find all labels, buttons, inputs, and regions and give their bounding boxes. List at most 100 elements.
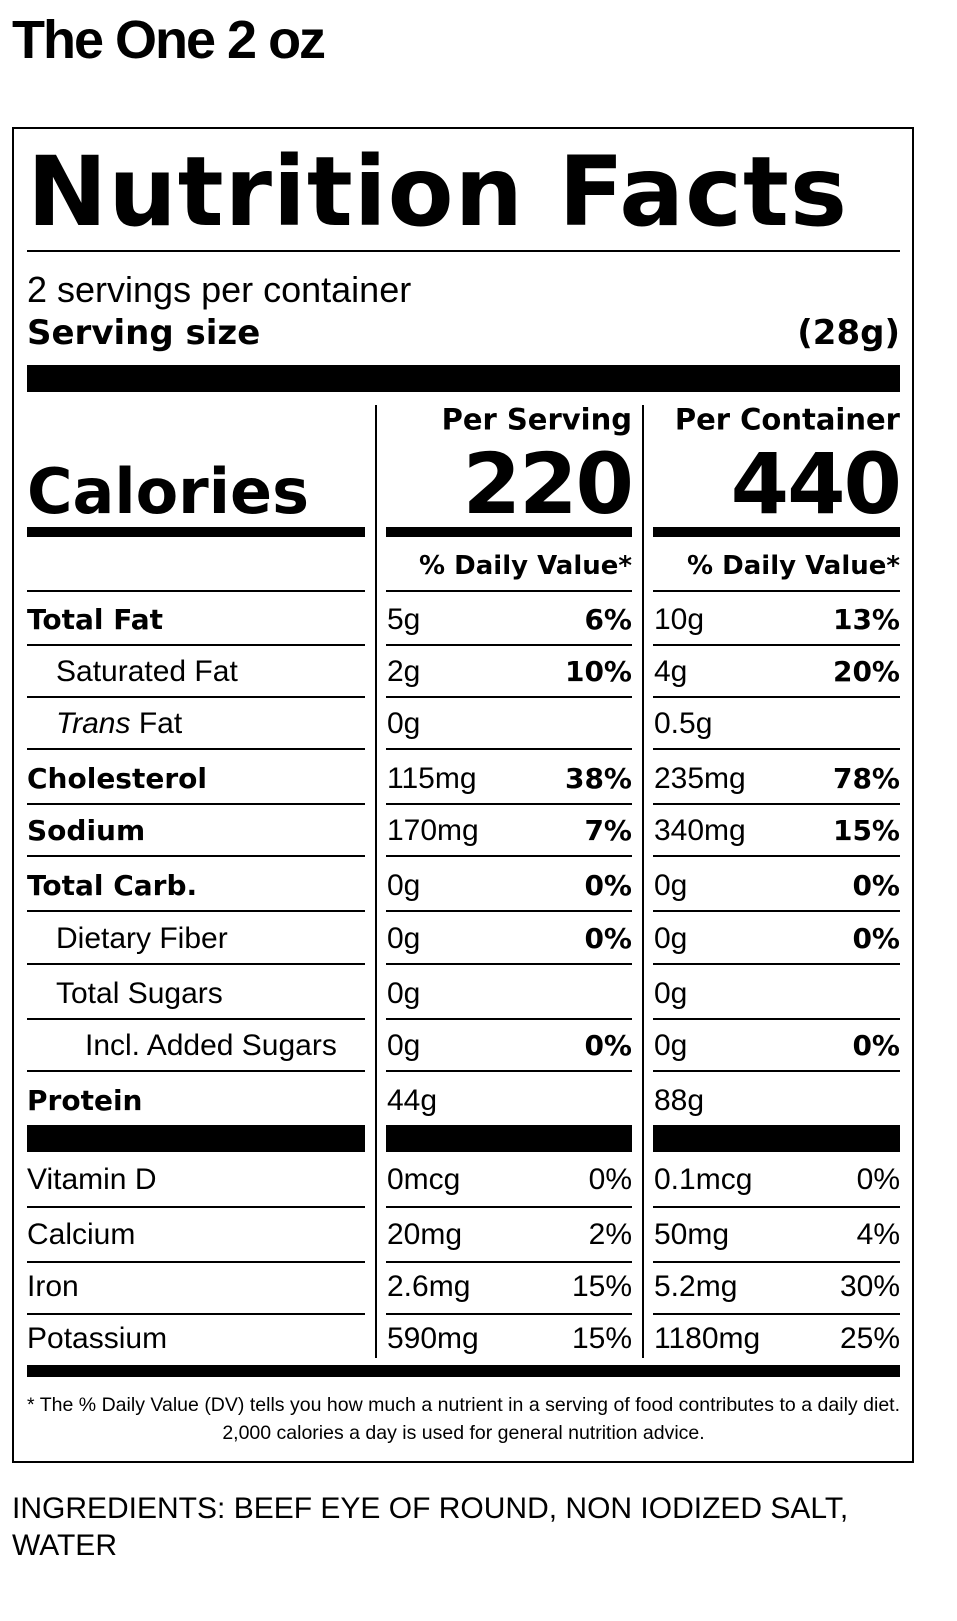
serving-amount: 20mg <box>387 1218 463 1251</box>
serving-amount: 44g <box>387 1084 438 1117</box>
container-amount: 0.5g <box>654 707 713 740</box>
rule <box>653 1070 900 1072</box>
row-name: Trans Fat <box>56 709 182 739</box>
row-name: Dietary Fiber <box>56 922 228 955</box>
container-amount: 0g <box>654 977 688 1010</box>
ingredients: INGREDIENTS: BEEF EYE OF ROUND, NON IODI… <box>12 1492 849 1562</box>
container-dv: 13% <box>832 603 900 636</box>
rule <box>653 803 900 805</box>
rule <box>386 644 632 646</box>
rule <box>27 1313 365 1315</box>
serving-amount: 0g <box>387 707 421 740</box>
container-dv: 25% <box>839 1322 900 1355</box>
dv-header: % Daily Value* <box>687 551 900 581</box>
container-dv: 4% <box>856 1218 900 1251</box>
serving-dv: 0% <box>584 922 632 955</box>
rule <box>653 1261 900 1263</box>
serving-amount: 115mg <box>387 762 477 795</box>
rule <box>27 250 900 252</box>
rule <box>386 910 632 912</box>
rule <box>653 1313 900 1315</box>
serving-dv: 38% <box>564 762 632 795</box>
serving-amount: 0g <box>387 922 421 955</box>
vitamin-name: Iron <box>27 1270 79 1303</box>
container-dv: 0% <box>852 869 900 902</box>
serving-amount: 5g <box>387 603 421 636</box>
calories-label: Calories <box>27 455 309 528</box>
thick-rule <box>386 527 632 537</box>
rule <box>27 1018 365 1020</box>
serving-amount: 0g <box>387 977 421 1010</box>
rule <box>386 1206 632 1208</box>
rule <box>27 855 365 857</box>
container-amount: 4g <box>654 655 688 688</box>
container-amount: 340mg <box>654 814 746 847</box>
row-name: Cholesterol <box>27 762 207 795</box>
rule <box>27 644 365 646</box>
serving-amount: 170mg <box>387 814 479 847</box>
container-amount: 50mg <box>654 1218 730 1251</box>
row-name: Total Fat <box>27 603 164 636</box>
serving-dv: 6% <box>584 603 632 636</box>
rule <box>386 748 632 750</box>
rule <box>386 1018 632 1020</box>
rule <box>653 644 900 646</box>
calories-serving: 220 <box>462 435 634 533</box>
row-name-text: Fat <box>138 707 183 740</box>
row-name: Incl. Added Sugars <box>85 1029 337 1062</box>
servings: 2 servings per container <box>27 269 412 310</box>
rule <box>386 963 632 965</box>
serving-size: (28g) <box>797 313 900 353</box>
serving-dv: 7% <box>584 814 632 847</box>
serving-amount: 0g <box>387 1029 421 1062</box>
container-dv: 0% <box>852 1029 900 1062</box>
serving-amount: 590mg <box>387 1322 479 1355</box>
label-heading: Nutrition Facts <box>27 136 849 248</box>
per-container-header: Per Container <box>674 402 900 437</box>
thick-rule <box>27 1365 900 1377</box>
rule <box>27 1070 365 1072</box>
container-amount: 0g <box>654 869 688 902</box>
row-name-italic: Trans <box>56 707 131 740</box>
rule <box>653 748 900 750</box>
calories-container: 440 <box>730 435 902 533</box>
thick-rule <box>27 1125 365 1152</box>
serving-amount: 0mcg <box>387 1163 461 1196</box>
container-amount: 1180mg <box>654 1322 761 1355</box>
rule <box>386 590 632 592</box>
nutrition-label <box>12 127 914 1463</box>
rule <box>27 963 365 965</box>
per-serving-header: Per Serving <box>441 402 632 437</box>
column-divider <box>375 405 377 1358</box>
rule <box>386 696 632 698</box>
serving-size-label: Serving size <box>27 313 261 353</box>
serving-amount: 2g <box>387 655 421 688</box>
thick-rule <box>653 527 900 537</box>
serving-amount: 0g <box>387 869 421 902</box>
serving-dv: 0% <box>584 1029 632 1062</box>
thick-rule <box>386 1125 632 1152</box>
container-dv: 0% <box>852 922 900 955</box>
rule <box>386 1261 632 1263</box>
container-amount: 88g <box>654 1084 705 1117</box>
thick-rule <box>653 1125 900 1152</box>
serving-dv: 2% <box>588 1218 632 1251</box>
vitamin-name: Potassium <box>27 1322 168 1355</box>
rule <box>386 855 632 857</box>
serving-dv: 0% <box>588 1163 632 1196</box>
vitamin-name: Vitamin D <box>27 1163 157 1196</box>
serving-dv: 15% <box>571 1270 632 1303</box>
container-amount: 0g <box>654 922 688 955</box>
rule <box>653 855 900 857</box>
container-amount: 5.2mg <box>654 1270 738 1303</box>
container-amount: 235mg <box>654 762 746 795</box>
rule <box>386 803 632 805</box>
rule <box>27 696 365 698</box>
rule <box>653 1018 900 1020</box>
footnote: * The % Daily Value (DV) tells you how m… <box>27 1394 900 1444</box>
rule <box>27 748 365 750</box>
rule <box>653 696 900 698</box>
row-name: Sodium <box>27 814 146 847</box>
rule <box>653 963 900 965</box>
